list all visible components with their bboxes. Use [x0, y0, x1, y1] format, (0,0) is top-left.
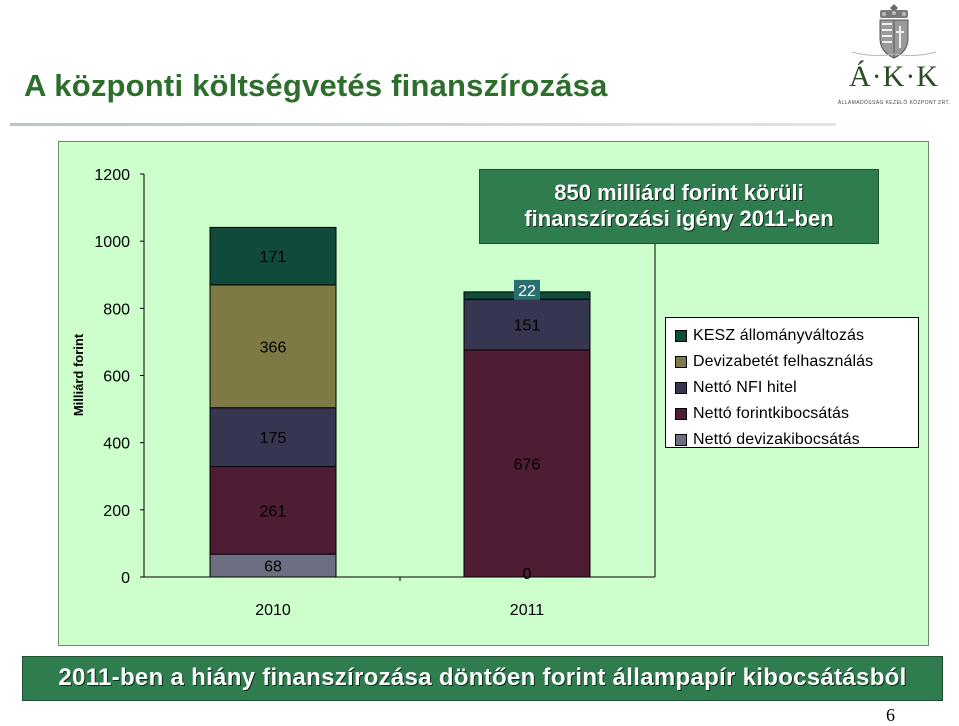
legend-swatch — [675, 356, 687, 368]
y-tick-label: 800 — [103, 301, 130, 318]
logo-subtitle: ÁLLAMADÓSSÁG KEZELŐ KÖZPONT ZRT. — [837, 100, 951, 106]
logo-letters: Á·K·K — [849, 60, 939, 93]
data-label: 171 — [260, 249, 287, 266]
legend-swatch — [675, 434, 687, 446]
coat-of-arms-icon — [851, 4, 937, 59]
legend-label: Nettó forintkibocsátás — [693, 405, 850, 422]
data-label: 68 — [264, 559, 282, 576]
y-axis-title: Milliárd forint — [71, 333, 86, 416]
legend-item: Nettó forintkibocsátás — [675, 401, 918, 427]
bar-segment — [463, 298, 591, 351]
bar-segment — [463, 349, 591, 578]
bar-segment — [209, 466, 337, 555]
conclusion-banner: 2011-ben a hiány finanszírozása döntően … — [22, 656, 943, 701]
y-tick-label: 1200 — [94, 167, 130, 184]
legend-swatch — [675, 330, 687, 342]
y-tick-label: 1000 — [94, 234, 130, 251]
chart-legend: KESZ állományváltozás Devizabetét felhasz… — [665, 317, 919, 448]
x-tick-label: 2011 — [510, 602, 545, 619]
data-label: 676 — [514, 456, 541, 473]
data-label: 22 — [518, 283, 536, 300]
legend-swatch — [675, 408, 687, 420]
funding-need-callout: 850 milliárd forint körüli finanszírozás… — [479, 169, 879, 244]
callout-line-1: 850 milliárd forint körüli — [554, 180, 804, 205]
legend-item: Nettó NFI hitel — [675, 375, 918, 401]
data-label: 261 — [260, 503, 287, 520]
data-label: 175 — [260, 430, 287, 447]
legend-item: KESZ állományváltozás — [675, 323, 918, 349]
x-tick-label: 2010 — [255, 602, 291, 619]
data-label: 0 — [523, 566, 532, 583]
legend-label: Nettó NFI hitel — [693, 379, 797, 396]
title-divider — [10, 123, 836, 126]
akk-logo: Á·K·K ÁLLAMADÓSSÁG KEZELŐ KÖZPONT ZRT. — [832, 0, 956, 112]
legend-label: Nettó devizakibocsátás — [693, 431, 860, 448]
y-tick-label: 400 — [103, 436, 130, 453]
data-label: 151 — [514, 318, 541, 335]
legend-item: Nettó devizakibocsátás — [675, 427, 918, 453]
y-tick-label: 0 — [121, 570, 130, 587]
bar-segment — [209, 407, 337, 468]
data-label: 366 — [260, 339, 287, 356]
bar-segment — [209, 226, 337, 286]
legend-item: Devizabetét felhasználás — [675, 349, 918, 375]
page-number: 6 — [886, 705, 895, 725]
callout-line-2: finanszírozási igény 2011-ben — [524, 206, 834, 231]
page-title: A központi költségvetés finanszírozása — [24, 68, 608, 103]
legend-swatch — [675, 382, 687, 394]
y-tick-label: 200 — [103, 503, 130, 520]
legend-label: Devizabetét felhasználás — [693, 353, 874, 370]
y-tick-label: 600 — [103, 369, 130, 386]
legend-label: KESZ állományváltozás — [693, 327, 865, 344]
data-label-bg — [514, 279, 540, 300]
